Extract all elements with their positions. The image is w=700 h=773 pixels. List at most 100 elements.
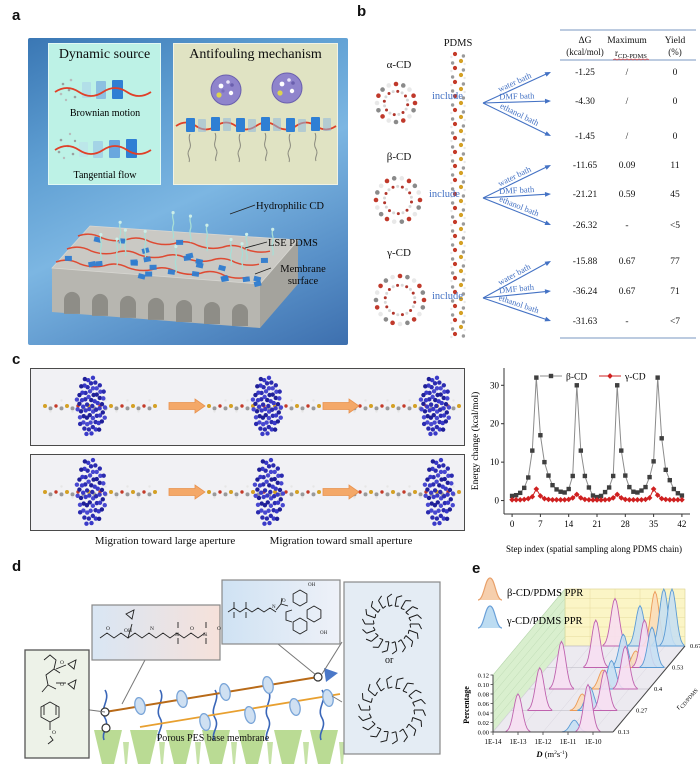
cd-group-name: α-CD <box>387 59 412 71</box>
y-tick: 30 <box>490 380 500 390</box>
header-dg-units: (kcal/mol) <box>566 47 604 57</box>
max-r-value: - <box>625 221 628 231</box>
svg-text:O: O <box>282 599 286 604</box>
distribution-peak-pink <box>505 693 531 733</box>
bath-arrow <box>482 193 548 199</box>
migration-arrow <box>322 398 360 414</box>
threaded-cd-ring <box>199 712 211 732</box>
bath-label: DMF bath <box>498 282 535 296</box>
y-tick: 10 <box>490 457 500 467</box>
bath-label: DMF bath <box>499 184 535 196</box>
panel-a-label: a <box>12 7 21 24</box>
svg-text:O: O <box>60 660 64 666</box>
svg-text:N: N <box>272 605 276 610</box>
threaded-cd-ring <box>289 697 301 717</box>
cd-group-name: γ-CD <box>386 247 411 259</box>
yield-value: 0 <box>673 97 678 107</box>
d-tick: 1E-10 <box>584 738 602 746</box>
mid-box-atom-labels: O OH N Si O Si O <box>106 626 221 638</box>
bath-arrow <box>482 102 548 135</box>
distribution-peak-pink <box>549 640 574 690</box>
β-CD-markers <box>509 375 685 500</box>
dg-value: -21.21 <box>573 190 598 200</box>
svg-text:OH: OH <box>308 583 316 588</box>
threaded-cd-ring <box>244 705 256 725</box>
panel-e-label: e <box>472 560 481 577</box>
migration-sequence-small <box>43 457 461 526</box>
include-label: include <box>432 291 463 302</box>
svg-text:Si: Si <box>175 632 180 638</box>
pes-chain <box>265 689 271 741</box>
cd-ring-molecule <box>373 176 423 224</box>
x-tick: 35 <box>649 519 659 529</box>
legend-peak-icon <box>477 577 503 601</box>
panel-b-label: b <box>357 3 367 20</box>
d-tick: 1E-11 <box>560 738 577 746</box>
distribution-peak-pink <box>612 645 638 690</box>
svg-text:N: N <box>150 626 154 632</box>
bath-arrow <box>482 262 548 299</box>
threaded-cd-ring <box>219 682 231 702</box>
max-r-value: / <box>626 97 629 107</box>
legend-γ-CD: γ-CD <box>624 373 646 383</box>
r-tick: 0.27 <box>636 708 648 715</box>
bath-arrow <box>482 73 548 104</box>
legend-β-CD: β-CD <box>566 373 587 383</box>
pct-tick: 0.06 <box>478 701 490 708</box>
d-axis-title: D (m2s-1) <box>535 749 567 759</box>
legend-label: γ-CD/PDMS PPR <box>506 616 583 627</box>
energy-change-chart: 0 7 14 21 28 35 42 0 10 20 30 Energy change (kcal/m… <box>470 368 690 554</box>
cd-blob <box>250 375 284 437</box>
svg-text:O: O <box>52 730 56 736</box>
left-box-atom-labels: O O O <box>52 660 64 736</box>
dynamic-source-panel: Dynamic source Brownian motion <box>48 43 161 185</box>
x-tick: 0 <box>510 519 515 529</box>
distribution-peak-pink <box>575 683 601 733</box>
max-r-value: / <box>626 68 629 78</box>
distribution-peak-blue <box>659 587 685 647</box>
threaded-cd-ring <box>262 675 274 695</box>
pct-tick: 0.04 <box>478 710 490 717</box>
linker-structure-box <box>91 604 221 661</box>
x-tick: 21 <box>593 519 602 529</box>
migration-arrow <box>168 398 206 414</box>
y-axis-title: Energy change (kcal/mol) <box>470 392 481 490</box>
x-tick: 42 <box>677 519 686 529</box>
migration-sequence-large <box>43 375 461 437</box>
legend-label: β-CD/PDMS PPR <box>507 588 583 599</box>
max-r-value: 0.59 <box>619 190 636 200</box>
max-r-value: 0.09 <box>619 161 636 171</box>
yield-value: 11 <box>670 161 679 171</box>
d-tick: 1E-12 <box>534 738 552 746</box>
cd-blob <box>74 457 108 526</box>
junction-node <box>101 723 111 733</box>
pct-tick: 0.12 <box>478 672 489 679</box>
r-tick: 0.67 <box>690 643 700 650</box>
hydrophilic-cd-annotation: Hydrophilic CD <box>256 201 324 212</box>
tangential-flow-graphic: Tangential flow <box>54 132 152 181</box>
yield-value: 0 <box>673 68 678 78</box>
pdms-linker-structure <box>99 609 207 644</box>
yield-value: 0 <box>673 132 678 142</box>
bath-label: DMF bath <box>499 90 535 101</box>
x-tick: 14 <box>564 519 574 529</box>
membrane-surface-annotation: Membrane surface <box>280 264 326 288</box>
svg-text:O: O <box>217 626 221 632</box>
cd-ring-molecule <box>373 273 427 327</box>
porous-pes-label: Porous PES base membrane <box>156 733 270 744</box>
d-tick: 1E-14 <box>484 738 502 746</box>
end-group-triangle <box>324 668 338 682</box>
yield-value: 77 <box>670 257 680 267</box>
max-r-value: - <box>625 317 628 327</box>
yield-value: 45 <box>670 190 680 200</box>
migration-arrow <box>322 484 360 500</box>
max-r-value: / <box>626 132 629 142</box>
svg-text:OH: OH <box>320 631 328 636</box>
lse-pdms-annotation: LSE PDMS <box>268 238 318 249</box>
r-tick: 0.4 <box>654 686 663 693</box>
yield-value: <7 <box>670 317 680 327</box>
monomer-structure-box <box>24 649 90 759</box>
dynamic-source-title: Dynamic source <box>58 47 151 62</box>
